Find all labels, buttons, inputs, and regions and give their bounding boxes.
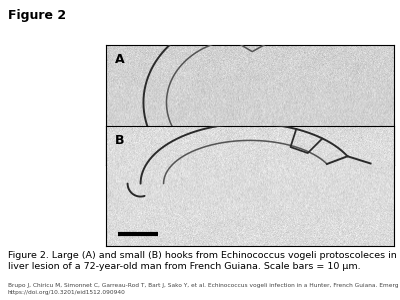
Text: Figure 2: Figure 2 bbox=[8, 9, 66, 22]
Text: B: B bbox=[115, 134, 124, 147]
Text: Brupo J, Chiricu M, Simonnet C, Garreau-Rod T, Bart J, Sako Y, et al. Echinococc: Brupo J, Chiricu M, Simonnet C, Garreau-… bbox=[8, 284, 400, 295]
Text: A: A bbox=[115, 53, 124, 66]
Text: Figure 2. Large (A) and small (B) hooks from Echinococcus vogeli protoscoleces i: Figure 2. Large (A) and small (B) hooks … bbox=[8, 250, 400, 271]
